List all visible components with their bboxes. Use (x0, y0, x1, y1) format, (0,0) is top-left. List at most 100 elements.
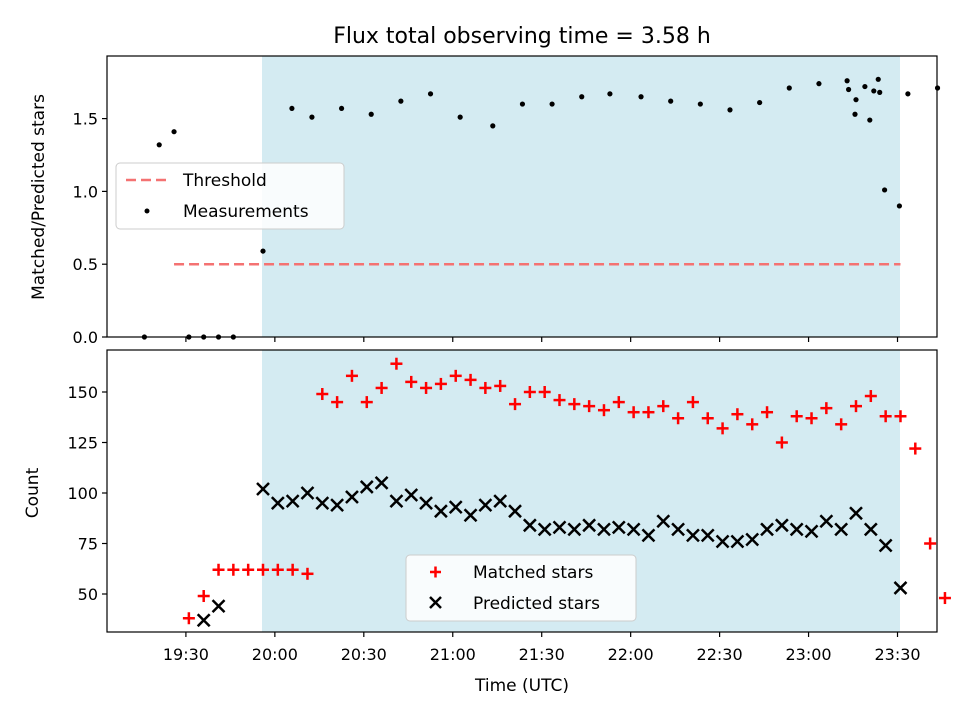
top-y-tick-label: 1.0 (73, 182, 98, 201)
matched-star-point (197, 590, 210, 603)
bottom-y-tick-label: 150 (67, 383, 98, 402)
matched-star-point (568, 398, 581, 411)
top-y-tick-label: 1.5 (73, 110, 98, 129)
predicted-star-point (389, 494, 404, 508)
predicted-star-point (404, 488, 419, 502)
predicted-star-point (359, 480, 374, 494)
matched-star-point (864, 390, 877, 403)
bottom-y-tick-label: 100 (67, 484, 98, 503)
matched-star-point (538, 386, 551, 398)
predicted-star-point (582, 518, 597, 533)
matched-star-point (850, 400, 862, 413)
measurement-point (853, 97, 859, 103)
matched-star-point (316, 388, 329, 401)
x-tick-label: 21:30 (519, 645, 565, 664)
matched-star-point (345, 369, 358, 382)
matched-star-point (938, 592, 951, 605)
top-axes-frame (106, 55, 938, 338)
matched-star-point (627, 406, 640, 419)
matched-star-point (894, 410, 907, 423)
predicted-star-point (700, 528, 715, 543)
matched-star-point (879, 410, 892, 423)
predicted-star-point (493, 494, 508, 508)
measurement-point (882, 187, 888, 193)
x-tick-label: 22:30 (697, 645, 743, 664)
predicted-star-point (878, 538, 893, 553)
matched-star-point (331, 396, 344, 409)
predicted-star-point (478, 498, 493, 513)
legend-predicted-swatch (429, 596, 442, 609)
predicted-star-point (345, 490, 359, 504)
predicted-star-point (774, 518, 789, 533)
matched-star-point (375, 381, 388, 394)
measurement-point (289, 105, 295, 112)
measurement-point (757, 99, 763, 106)
matched-star-point (286, 563, 299, 576)
predicted-star-point (552, 520, 567, 535)
legend-matched-swatch (430, 566, 441, 578)
matched-star-point (523, 386, 536, 398)
measurement-point (875, 76, 881, 82)
bottom-y-tick-label: 50 (78, 585, 98, 604)
matched-star-point (820, 402, 833, 415)
measurement-point (549, 101, 555, 107)
predicted-star-point (686, 528, 700, 543)
predicted-star-point (611, 520, 626, 535)
matched-star-point (672, 412, 685, 425)
matched-star-point (790, 410, 803, 423)
measurement-point (867, 117, 873, 123)
predicted-star-point (315, 496, 330, 510)
predicted-star-point (730, 534, 745, 549)
matched-star-point (182, 612, 195, 625)
x-tick-label: 23:30 (874, 645, 920, 664)
chart-title: Flux total observing time = 3.58 h (333, 24, 711, 49)
top-y-axis-label: Matched/Predicted stars (29, 94, 49, 300)
predicted-star-point (745, 532, 760, 547)
x-axis-label: Time (UTC) (474, 676, 569, 696)
top-legend-box (115, 162, 345, 230)
bottom-legend: Matched stars Predicted stars (405, 554, 637, 622)
matched-star-point (701, 412, 714, 425)
measurement-point (845, 86, 852, 93)
top-y-tick-label: 0.5 (73, 255, 98, 274)
measurement-point (877, 89, 883, 95)
predicted-star-point (893, 581, 908, 595)
legend-predicted-label: Predicted stars (473, 594, 600, 614)
measurement-point (338, 105, 345, 112)
x-tick-label: 20:30 (341, 645, 387, 664)
matched-star-point (360, 396, 373, 409)
predicted-star-point (863, 522, 878, 537)
bottom-y-tick-label: 75 (78, 535, 98, 554)
predicted-star-point (715, 534, 730, 549)
top-panel: 0.0 0.5 1.0 1.5 Matched/Predicted stars Thr… (29, 55, 941, 347)
legend-measurements-label: Measurements (183, 202, 309, 222)
measurement-point (519, 101, 526, 107)
matched-star-point (657, 400, 670, 413)
predicted-star-point (819, 514, 834, 529)
matched-star-point (257, 563, 269, 576)
bottom-y-tick-label: 125 (67, 434, 98, 453)
predicted-star-point (211, 599, 226, 614)
top-observing-window (262, 56, 900, 337)
predicted-star-point (834, 522, 849, 537)
predicted-star-point (374, 476, 389, 490)
matched-star-point (227, 563, 240, 576)
matched-star-point (597, 404, 610, 417)
measurement-point (368, 111, 374, 117)
measurement-point (427, 91, 434, 97)
measurement-point (668, 98, 674, 104)
predicted-star-point (597, 522, 611, 537)
measurement-point (260, 248, 266, 254)
measurement-point (490, 123, 496, 129)
matched-star-point (909, 442, 922, 455)
matched-star-point (583, 400, 596, 413)
predicted-star-point (463, 508, 478, 523)
bottom-panel: 50 75 100 125 150 19:30 20:00 20:30 21:00 21:30 2… (23, 337, 951, 696)
measurement-point (871, 88, 877, 94)
measurement-point (852, 111, 858, 117)
matched-star-point (434, 377, 447, 390)
matched-star-point (716, 422, 729, 435)
measurement-point (638, 94, 644, 100)
x-tick-label: 22:00 (608, 645, 654, 664)
measurement-point (697, 101, 703, 107)
